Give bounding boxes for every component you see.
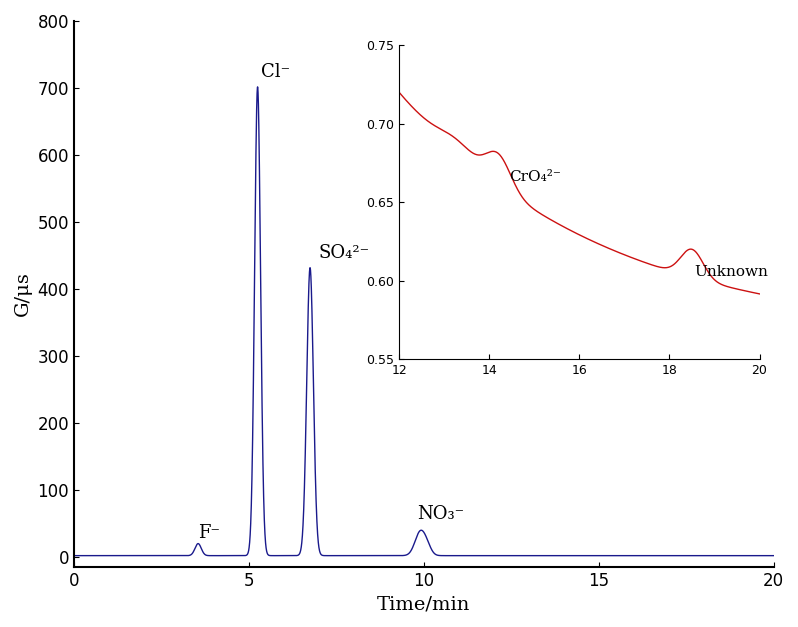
X-axis label: Time/min: Time/min: [377, 595, 471, 613]
Text: SO₄²⁻: SO₄²⁻: [318, 244, 370, 262]
Text: Cl⁻: Cl⁻: [261, 63, 290, 81]
Text: NO₃⁻: NO₃⁻: [417, 505, 464, 523]
Y-axis label: G/μs: G/μs: [14, 271, 32, 316]
Text: F⁻: F⁻: [198, 524, 220, 542]
